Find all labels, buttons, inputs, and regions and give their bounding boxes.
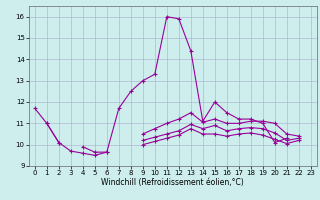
X-axis label: Windchill (Refroidissement éolien,°C): Windchill (Refroidissement éolien,°C): [101, 178, 244, 187]
